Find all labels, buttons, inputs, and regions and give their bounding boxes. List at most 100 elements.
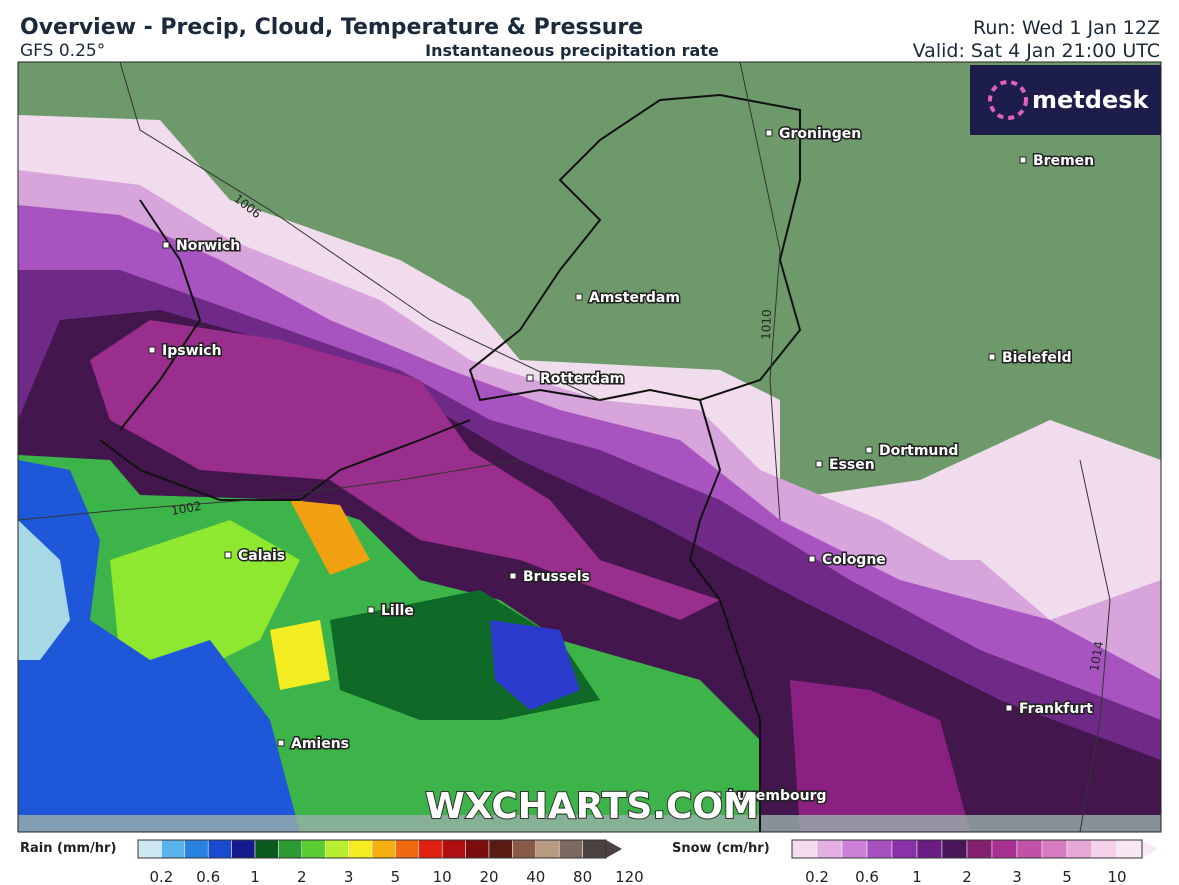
colorbar-cell	[535, 839, 560, 859]
city-label: Rotterdam	[540, 371, 624, 387]
colorbar-tick-label: 80	[573, 868, 592, 885]
colorbar-cell	[966, 839, 993, 859]
colorbar-frame	[137, 839, 607, 859]
isobar-label: 1002	[170, 499, 203, 518]
snow-label: Snow (cm/hr)	[672, 841, 770, 856]
city-marker	[988, 353, 996, 361]
logo-box	[970, 65, 1161, 135]
colorbar-cell	[184, 839, 209, 859]
city-label: Calais	[238, 548, 285, 564]
run: Run: Wed 1 Jan 12Z	[973, 17, 1160, 39]
city-marker	[1005, 704, 1013, 712]
colorbar-tick-label: 1	[912, 868, 922, 885]
colorbar-tick-label: 0.6	[855, 868, 879, 885]
colorbar-cell	[488, 839, 513, 859]
colorbar-cell	[137, 839, 162, 859]
colorbar-cell	[991, 839, 1018, 859]
watermark: WXCHARTS.COM	[425, 786, 759, 827]
city-label: Essen	[829, 457, 875, 473]
colorbar-cell	[418, 839, 443, 859]
city-label: Norwich	[176, 238, 240, 254]
colorbar-arrow	[606, 840, 622, 858]
colorbar-tick-label: 10	[1107, 868, 1126, 885]
isobar-label: 1014	[1087, 640, 1106, 673]
colorbar-cell	[816, 839, 843, 859]
coastlines	[99, 93, 802, 832]
city-marker	[367, 606, 375, 614]
city-marker	[808, 555, 816, 563]
city-marker	[815, 460, 823, 468]
colorbar-cell	[207, 839, 232, 859]
colorbar-cell	[791, 839, 818, 859]
colorbar-tick-label: 2	[962, 868, 972, 885]
colorbar-cell	[254, 839, 279, 859]
colorbar-cell	[465, 839, 490, 859]
colorbar-tick-label: 0.2	[149, 868, 173, 885]
colorbar-tick-label: 1	[250, 868, 260, 885]
city-marker	[865, 446, 873, 454]
colorbar-cell	[582, 839, 607, 859]
map	[18, 62, 1161, 832]
colorbar-tick-label: 20	[479, 868, 498, 885]
colorbar-tick-label: 0.6	[196, 868, 220, 885]
colorbar-cell	[301, 839, 326, 859]
colorbar-cell	[348, 839, 373, 859]
colorbar-tick-label: 10	[433, 868, 452, 885]
city-label: Amiens	[291, 736, 349, 752]
city-marker	[714, 791, 722, 799]
colorbar-frame	[791, 839, 1143, 859]
rain-label: Rain (mm/hr)	[20, 841, 116, 856]
colorbar-tick-label: 2	[297, 868, 307, 885]
colorbar-tick-label: 3	[1012, 868, 1022, 885]
colorbar-arrow	[1142, 840, 1158, 858]
city-label: Frankfurt	[1019, 701, 1093, 717]
colorbar-cell	[512, 839, 537, 859]
colorbar-cell	[324, 839, 349, 859]
colorbar-tick-label: 5	[391, 868, 401, 885]
colorbar-cell	[941, 839, 968, 859]
city-marker	[526, 374, 534, 382]
city-marker	[765, 129, 773, 137]
colorbar-tick-label: 3	[344, 868, 354, 885]
colorbar-cell	[916, 839, 943, 859]
city-marker	[224, 551, 232, 559]
city-label: Amsterdam	[589, 290, 680, 306]
colorbar-cell	[1116, 839, 1143, 859]
colorbar-tick-label: 40	[526, 868, 545, 885]
city-marker	[1019, 156, 1027, 164]
city-label: Luxembourg	[728, 788, 827, 804]
city-marker	[277, 739, 285, 747]
map-frame	[17, 61, 1162, 833]
city-marker	[148, 346, 156, 354]
colorbar-tick-label: 120	[615, 868, 644, 885]
city-label: Dortmund	[879, 443, 958, 459]
valid: Valid: Sat 4 Jan 21:00 UTC	[913, 40, 1160, 62]
isobar-label: 1010	[759, 309, 774, 340]
colorbar-cell	[395, 839, 420, 859]
city-label: Bielefeld	[1002, 350, 1072, 366]
colorbar-cell	[841, 839, 868, 859]
colorbar-cell	[1091, 839, 1118, 859]
colorbar-cell	[1016, 839, 1043, 859]
city-label: Bremen	[1033, 153, 1094, 169]
city-label: Brussels	[523, 569, 590, 585]
subtitle: Instantaneous precipitation rate	[425, 41, 719, 60]
isobars	[17, 61, 1111, 833]
city-label: Ipswich	[162, 343, 222, 359]
model: GFS 0.25°	[20, 41, 105, 61]
colorbar-cell	[891, 839, 918, 859]
colorbar-cell	[371, 839, 396, 859]
colorbar-tick-label: 5	[1062, 868, 1072, 885]
city-marker	[509, 572, 517, 580]
colorbar-cell	[441, 839, 466, 859]
city-label: Lille	[381, 603, 414, 619]
colorbar-tick-label: 0.2	[805, 868, 829, 885]
colorbar-cell	[866, 839, 893, 859]
colorbar-cell	[558, 839, 583, 859]
city-label: Cologne	[822, 552, 886, 568]
colorbar-cell	[1066, 839, 1093, 859]
colorbar-cell	[278, 839, 303, 859]
colorbar-cell	[161, 839, 186, 859]
logo-icon	[988, 80, 1028, 120]
colorbar-cell	[231, 839, 256, 859]
